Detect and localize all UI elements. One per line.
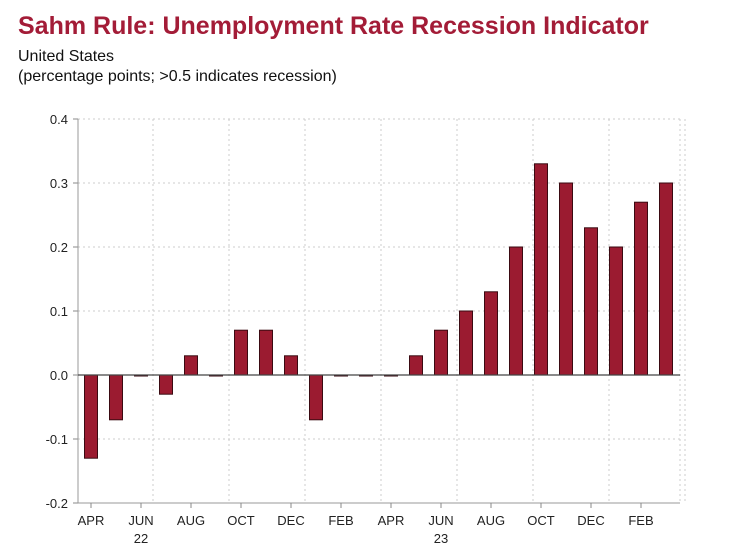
x-year-label: 22 (134, 531, 148, 546)
bar (84, 374, 98, 459)
y-tick-label: 0.1 (50, 304, 68, 319)
chart-subtitle: United States (18, 48, 115, 65)
bar (309, 374, 323, 421)
x-tick-label: AUG (177, 513, 205, 528)
bar (284, 355, 298, 376)
bar (459, 310, 473, 376)
bar (184, 355, 198, 376)
y-tick-label: 0.2 (50, 240, 68, 255)
bar (559, 182, 573, 376)
x-tick-label: APR (378, 513, 405, 528)
bar (609, 246, 623, 376)
bar (159, 374, 173, 395)
bar (109, 374, 123, 421)
y-tick-label: 0.3 (50, 176, 68, 191)
x-tick-label: JUN (428, 513, 453, 528)
y-tick-label: -0.1 (46, 432, 68, 447)
x-tick-label: JUN (128, 513, 153, 528)
bar (509, 246, 523, 376)
x-tick-label: FEB (628, 513, 653, 528)
x-tick-label: APR (78, 513, 105, 528)
bar (634, 201, 648, 376)
x-tick-label: FEB (328, 513, 353, 528)
y-tick-label: 0.4 (50, 112, 68, 127)
x-tick-label: DEC (277, 513, 304, 528)
x-tick-label: AUG (477, 513, 505, 528)
bar (484, 291, 498, 376)
bar (534, 163, 548, 376)
x-tick-label: OCT (527, 513, 555, 528)
bar (584, 227, 598, 376)
x-tick-label: OCT (227, 513, 255, 528)
chart-title: Sahm Rule: Unemployment Rate Recession I… (18, 12, 649, 40)
y-tick-label: 0.0 (50, 368, 68, 383)
y-tick-label: -0.2 (46, 496, 68, 511)
bar (409, 355, 423, 376)
bar (659, 182, 673, 376)
chart-units: (percentage points; >0.5 indicates reces… (18, 68, 337, 85)
bar (234, 329, 248, 376)
x-year-label: 23 (434, 531, 448, 546)
bar (259, 329, 273, 376)
bar (434, 329, 448, 376)
x-tick-label: DEC (577, 513, 604, 528)
